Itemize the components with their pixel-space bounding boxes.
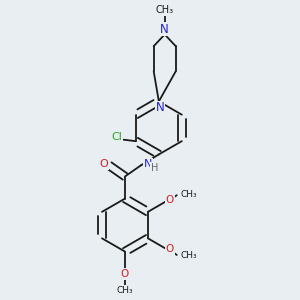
Text: N: N <box>144 159 152 169</box>
Text: O: O <box>166 244 174 254</box>
Text: CH₃: CH₃ <box>180 251 197 260</box>
Text: N: N <box>156 101 165 114</box>
Text: O: O <box>121 269 129 279</box>
Text: N: N <box>160 22 169 36</box>
Text: CH₃: CH₃ <box>156 5 174 15</box>
Text: H: H <box>151 163 158 172</box>
Text: CH₃: CH₃ <box>117 286 133 295</box>
Text: O: O <box>100 159 108 169</box>
Text: Cl: Cl <box>112 132 122 142</box>
Text: CH₃: CH₃ <box>180 190 197 199</box>
Text: O: O <box>166 195 174 205</box>
